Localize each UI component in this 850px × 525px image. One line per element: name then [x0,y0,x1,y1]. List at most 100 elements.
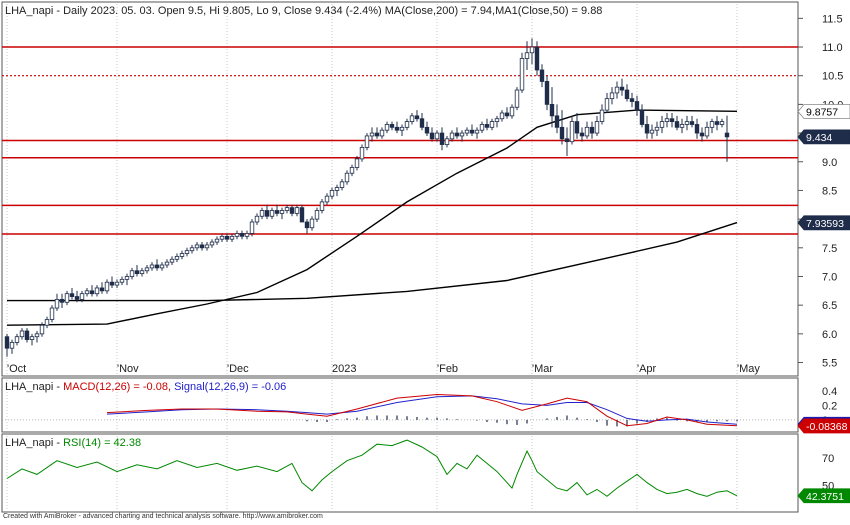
candle [124,273,130,286]
candle-body [724,132,730,138]
candle-body [664,118,670,122]
candle-body [539,69,545,82]
candle-body [704,126,710,137]
candle [319,199,325,214]
candle [219,233,225,243]
candle-body [479,124,485,131]
macd-y-tick-label: 0.2 [822,400,837,412]
candle-body [144,267,150,272]
macd-title: LHA_napi - MACD(12,26) = -0.08, Signal(1… [5,381,286,393]
candle-body [244,233,250,237]
candle-body [34,333,40,338]
candle-body [624,89,630,100]
candle [104,279,110,294]
rsi-value-badge-shape [797,488,850,504]
candle-body [229,235,235,240]
candle-body [319,201,325,211]
candle [649,124,655,139]
candle-body [129,270,135,277]
candle [564,127,570,157]
candle-body [659,121,665,128]
candle-body [379,129,385,137]
candle-body [719,121,725,125]
candle-body [194,244,200,249]
candle-body [439,132,445,145]
candle [189,244,195,254]
candle [9,339,15,354]
x-tick-label: 'Nov [117,363,139,375]
candle-body [44,319,50,326]
candle [74,290,80,303]
candle [604,92,610,113]
candle [289,204,295,217]
candle [374,127,380,139]
candle [704,121,710,139]
candle-body [459,132,465,137]
candle [249,219,255,237]
candle-body [514,89,520,108]
candle-body [199,244,205,249]
candle [324,193,330,205]
candle [599,104,605,125]
candle-body [99,287,105,292]
candle [44,316,50,329]
candle [584,121,590,139]
candle-body [249,221,255,234]
candle-body [679,124,685,128]
candle [349,164,355,177]
candle [429,127,435,142]
candle-body [674,121,680,128]
candle [184,247,190,257]
candle-body [109,281,115,286]
rsi-line [6,439,738,497]
candle-body [544,81,550,105]
candle-body [669,118,675,122]
price-value-badge-shape [797,129,850,145]
candle [309,216,315,231]
candle-body [709,121,715,128]
candle-body [314,210,320,220]
x-tick-label: 2023 [332,363,356,375]
candle [709,118,715,134]
price-value-badge-label: 9.434 [806,132,832,144]
candle [419,112,425,131]
macd-title-macd: MACD(12,26) = -0.08, [63,381,171,393]
candle-body [354,158,360,168]
candle [204,242,210,251]
candle-body [489,121,495,128]
candle [689,115,695,128]
candle [339,178,345,191]
candle [634,95,640,116]
candle-body [629,98,635,102]
price-title-ma200: MA(Close,200) = 7.94, [385,5,495,17]
candle [99,282,105,294]
candle-body [329,190,335,197]
candle [499,110,505,122]
candle [409,112,415,125]
candle-body [389,124,395,128]
candle [389,121,395,131]
x-tick-label: 'Apr [637,363,657,375]
candle-body [429,132,435,140]
candle [269,207,275,220]
candle [559,110,565,145]
candle-body [89,290,95,295]
candle-body [269,210,275,217]
candle [444,135,450,148]
y-tick-label: 11.0 [822,42,843,54]
candle [109,276,115,288]
candle [329,187,335,200]
candle-body [374,132,380,137]
candle [414,110,420,122]
candle [594,115,600,136]
candle [209,239,215,248]
price-value-badge-label: 7.93593 [806,218,844,230]
candle [239,230,245,240]
candle [639,104,645,128]
y-tick-label: 9.0 [822,157,837,169]
candle [554,104,560,134]
candle-body [234,233,240,237]
price-value-badge-shape [797,104,850,119]
candle [504,107,510,119]
